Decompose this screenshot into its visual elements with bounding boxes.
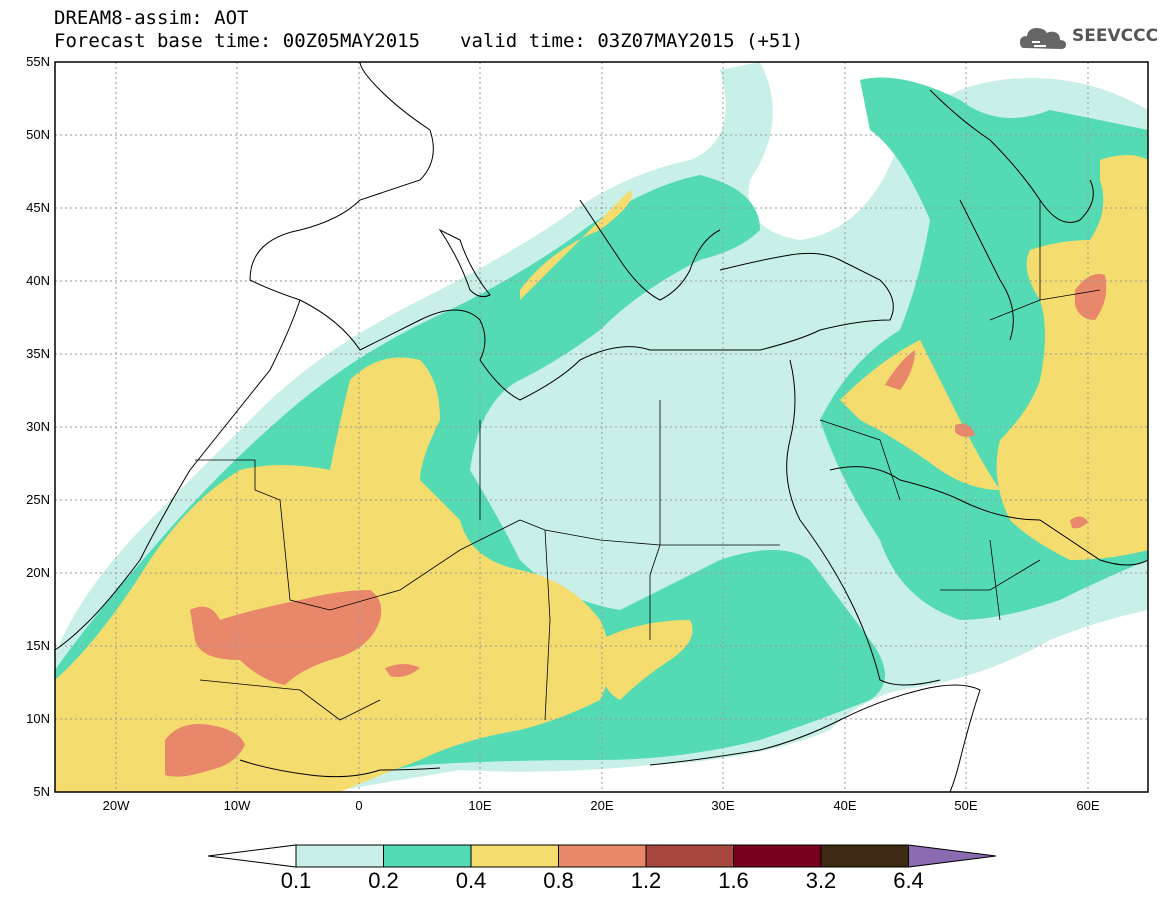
lon-label: 10E — [468, 798, 492, 813]
map-frame — [54, 61, 1149, 793]
colorbar-bin — [820, 844, 909, 868]
lat-label: 45N — [26, 200, 50, 215]
lon-label: 40E — [833, 798, 857, 813]
lon-label: 10W — [223, 798, 251, 813]
colorbar-bin — [558, 844, 647, 868]
aot-field-0.4 — [55, 155, 1148, 792]
lat-label: 50N — [26, 127, 50, 142]
aot-field-0.8 — [165, 274, 1107, 777]
colorbar-bin — [383, 844, 472, 868]
lat-label: 10N — [26, 711, 50, 726]
colorbar-bin — [645, 844, 734, 868]
colorbar-bin — [470, 844, 559, 868]
coastlines — [55, 62, 1148, 792]
graticule — [55, 62, 1148, 792]
colorbar-label: 0.2 — [368, 868, 399, 893]
lon-label: 20W — [102, 798, 130, 813]
colorbar-label: 6.4 — [893, 868, 924, 893]
lat-label: 25N — [26, 492, 50, 507]
colorbar-bin — [295, 844, 384, 868]
valid-time: valid time: 03Z07MAY2015 (+51) — [460, 30, 804, 52]
lon-label: 20E — [590, 798, 614, 813]
colorbar-label: 1.6 — [718, 868, 749, 893]
map-title: DREAM8-assim: AOT — [54, 7, 249, 29]
colorbar-under-arrow — [207, 844, 297, 868]
colorbar-label: 3.2 — [805, 868, 837, 893]
lat-label: 40N — [26, 273, 50, 288]
lon-label: 0 — [355, 798, 363, 813]
colorbar-label: 0.8 — [543, 868, 574, 893]
colorbar — [207, 844, 997, 868]
colorbar-label: 1.2 — [630, 868, 662, 893]
lat-label: 15N — [26, 638, 50, 653]
colorbar-bin — [733, 844, 822, 868]
colorbar-label: 0.4 — [455, 868, 487, 893]
map-subtitle: Forecast base time: 00Z05MAY2015 valid ti… — [54, 31, 803, 51]
lat-label: 55N — [26, 54, 50, 69]
colorbar-over-arrow — [908, 844, 997, 868]
lon-label: 50E — [954, 798, 978, 813]
lat-label: 35N — [26, 346, 50, 361]
lon-label: 60E — [1076, 798, 1100, 813]
lat-label: 5N — [33, 784, 50, 799]
lat-label: 30N — [26, 419, 50, 434]
base-time: Forecast base time: 00Z05MAY2015 — [54, 30, 421, 52]
logo-text: SEEVCCC — [1072, 26, 1159, 46]
lon-label: 30E — [711, 798, 735, 813]
lat-label: 20N — [26, 565, 50, 580]
cloud-icon — [1020, 28, 1066, 49]
country-borders — [195, 200, 1101, 721]
colorbar-label: 0.1 — [280, 868, 312, 893]
